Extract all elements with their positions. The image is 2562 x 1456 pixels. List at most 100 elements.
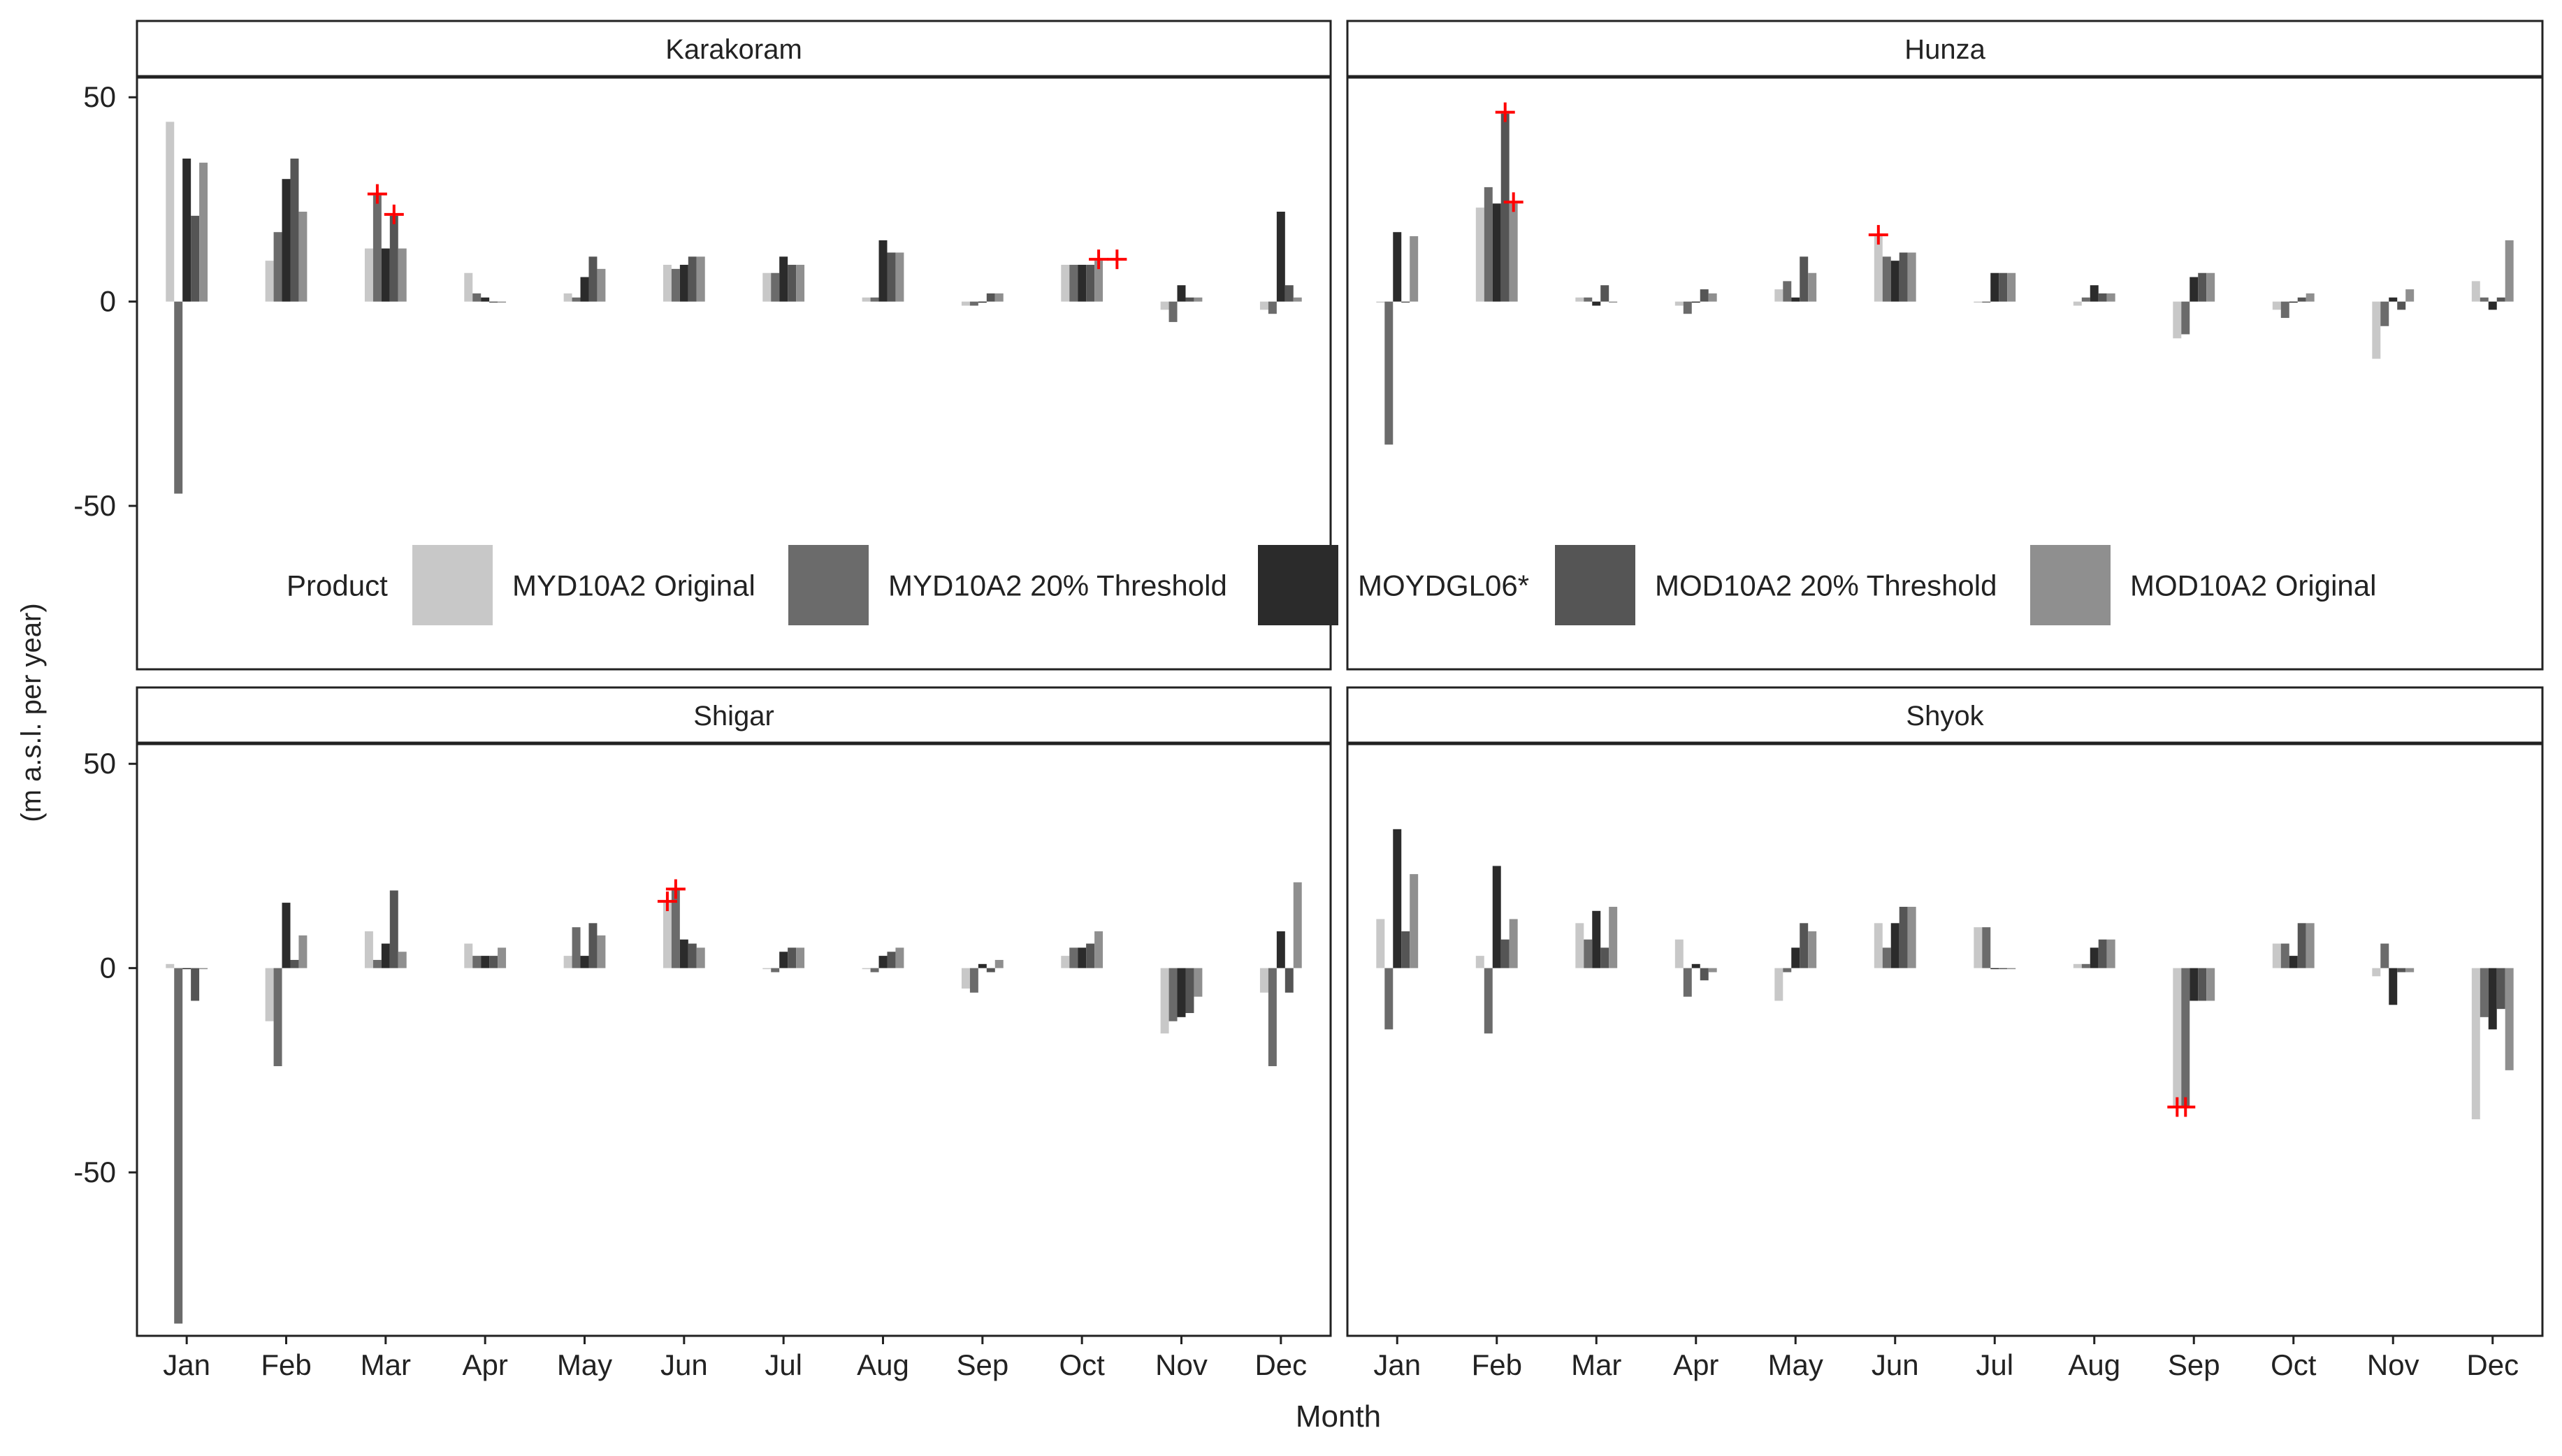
bar-shigar-aug-s1 [870, 968, 879, 973]
bar-hunza-feb-s4 [1509, 203, 1518, 302]
bar-karakoram-mar-s4 [398, 248, 407, 302]
bar-shyok-dec-s0 [2471, 968, 2480, 1120]
bar-shigar-sep-s2 [978, 963, 987, 968]
bar-shigar-oct-s2 [1078, 947, 1087, 968]
bar-shigar-jun-s1 [671, 890, 680, 968]
bar-shigar-aug-s3 [887, 952, 896, 968]
x-tick-label: Apr [462, 1348, 507, 1381]
x-tick-label: Dec [2466, 1348, 2519, 1381]
bar-karakoram-jun-s3 [688, 256, 697, 302]
panel-frame [136, 75, 1332, 671]
y-axis-label: (m a.s.l. per year) [16, 603, 47, 822]
x-axis-label: Month [1296, 1399, 1381, 1434]
y-tick-label: 50 [83, 80, 116, 113]
bar-shigar-dec-s4 [1293, 882, 1302, 968]
bar-hunza-feb-s2 [1492, 203, 1501, 302]
bar-hunza-jan-s2 [1393, 232, 1402, 302]
bar-shigar-dec-s1 [1268, 968, 1277, 1067]
bar-karakoram-nov-s1 [1168, 301, 1178, 322]
bar-hunza-dec-s4 [2505, 240, 2514, 302]
bar-shyok-jun-s4 [1907, 906, 1916, 968]
bar-shigar-nov-s1 [1168, 968, 1178, 1021]
bar-hunza-jul-s0 [1974, 301, 1983, 303]
bar-karakoram-may-s2 [580, 277, 589, 302]
significance-marker-shyok-1 [2176, 1097, 2196, 1117]
bar-shyok-jun-s1 [1882, 947, 1891, 968]
bar-shyok-aug-s2 [2090, 947, 2099, 968]
bar-hunza-dec-s3 [2496, 297, 2505, 302]
bar-karakoram-aug-s1 [870, 297, 879, 302]
bar-hunza-sep-s3 [2198, 272, 2207, 302]
bar-shyok-oct-s2 [2289, 956, 2298, 968]
bar-hunza-aug-s4 [2106, 293, 2115, 302]
panel-shigar: Shigar [136, 686, 1332, 1337]
bar-hunza-jan-s3 [1401, 301, 1410, 303]
bar-karakoram-apr-s1 [472, 293, 482, 302]
bar-shigar-jul-s0 [762, 968, 772, 970]
bar-shigar-apr-s2 [481, 956, 490, 968]
bar-shigar-apr-s4 [498, 947, 507, 968]
bar-karakoram-feb-s4 [298, 211, 307, 302]
bar-shyok-feb-s2 [1492, 866, 1501, 968]
bar-karakoram-nov-s2 [1177, 285, 1186, 302]
bar-shigar-oct-s0 [1061, 956, 1070, 968]
bar-shigar-feb-s0 [265, 968, 274, 1021]
bar-shigar-mar-s4 [398, 952, 407, 968]
bar-karakoram-aug-s4 [895, 252, 904, 302]
bar-karakoram-jan-s0 [166, 122, 175, 302]
y-tick-label: 0 [100, 952, 116, 984]
bar-karakoram-dec-s3 [1284, 285, 1294, 302]
bar-shigar-mar-s2 [381, 943, 390, 968]
bar-karakoram-mar-s2 [381, 248, 390, 302]
bar-hunza-mar-s4 [1609, 301, 1618, 303]
bar-karakoram-aug-s0 [862, 297, 871, 302]
bar-karakoram-jan-s4 [199, 162, 208, 302]
bar-hunza-aug-s0 [2073, 301, 2082, 306]
bar-karakoram-jun-s4 [696, 256, 705, 302]
bar-shyok-sep-s0 [2173, 968, 2182, 1107]
bar-hunza-jun-s2 [1890, 261, 1899, 302]
x-tick-label: Jul [1976, 1348, 2013, 1381]
bar-karakoram-jan-s1 [174, 301, 183, 494]
bar-karakoram-feb-s3 [290, 158, 299, 302]
y-tick-label: 50 [83, 747, 116, 780]
bar-karakoram-dec-s2 [1276, 211, 1285, 302]
significance-marker-karakoram-1 [384, 204, 404, 224]
bar-hunza-sep-s4 [2206, 272, 2215, 302]
bar-hunza-feb-s3 [1500, 113, 1510, 302]
panel-hunza: Hunza [1346, 20, 2544, 671]
bar-shyok-mar-s1 [1584, 939, 1593, 968]
bar-hunza-jan-s0 [1376, 301, 1385, 303]
bar-karakoram-jul-s4 [796, 265, 805, 302]
panel-frame [1346, 75, 2544, 671]
bar-hunza-may-s4 [1808, 272, 1817, 302]
legend-label-2: MOYDGL06* [1358, 569, 1529, 602]
y-tick-label: 0 [100, 285, 116, 318]
bar-shigar-jan-s0 [166, 963, 175, 968]
bar-hunza-sep-s0 [2173, 301, 2182, 339]
bar-shyok-dec-s4 [2505, 968, 2514, 1070]
bar-shyok-aug-s4 [2106, 939, 2115, 968]
bar-shyok-oct-s3 [2297, 923, 2306, 968]
bar-karakoram-nov-s0 [1160, 301, 1169, 310]
bar-karakoram-nov-s3 [1185, 297, 1194, 302]
bar-shyok-nov-s1 [2380, 943, 2389, 968]
bar-hunza-apr-s4 [1708, 293, 1717, 302]
bar-hunza-nov-s0 [2372, 301, 2381, 359]
bar-hunza-oct-s1 [2280, 301, 2289, 319]
panel-frame [1346, 742, 2544, 1337]
bar-shyok-jul-s3 [1999, 968, 2008, 970]
bar-shyok-apr-s4 [1708, 968, 1717, 973]
bar-hunza-may-s0 [1774, 289, 1783, 302]
bar-shigar-nov-s4 [1194, 968, 1203, 997]
bar-karakoram-mar-s3 [389, 215, 398, 302]
bar-hunza-jun-s4 [1907, 252, 1916, 302]
bar-shigar-dec-s3 [1284, 968, 1294, 993]
panel-frame [136, 742, 1332, 1337]
legend-title: Product [287, 569, 388, 602]
x-tick-label: Jan [1373, 1348, 1421, 1381]
bar-shyok-jul-s2 [1990, 968, 1999, 970]
bar-hunza-dec-s2 [2488, 301, 2497, 310]
bar-shyok-sep-s2 [2190, 968, 2199, 1001]
bar-shyok-nov-s2 [2389, 968, 2398, 1005]
